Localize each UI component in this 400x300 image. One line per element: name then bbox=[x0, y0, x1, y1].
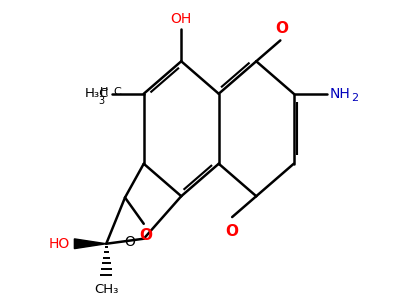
Text: CH₃: CH₃ bbox=[94, 283, 118, 296]
Text: 2: 2 bbox=[351, 93, 358, 103]
Text: OH: OH bbox=[171, 12, 192, 26]
Text: HO: HO bbox=[49, 237, 70, 251]
Text: 3: 3 bbox=[98, 96, 104, 106]
Text: H: H bbox=[100, 87, 108, 97]
Text: NH: NH bbox=[329, 87, 350, 101]
Text: O: O bbox=[226, 224, 239, 239]
Text: O: O bbox=[276, 21, 289, 36]
Polygon shape bbox=[74, 239, 106, 249]
Text: C: C bbox=[114, 87, 122, 97]
Text: O: O bbox=[139, 228, 152, 243]
Text: H₃C: H₃C bbox=[84, 87, 109, 100]
Text: O: O bbox=[125, 236, 136, 250]
